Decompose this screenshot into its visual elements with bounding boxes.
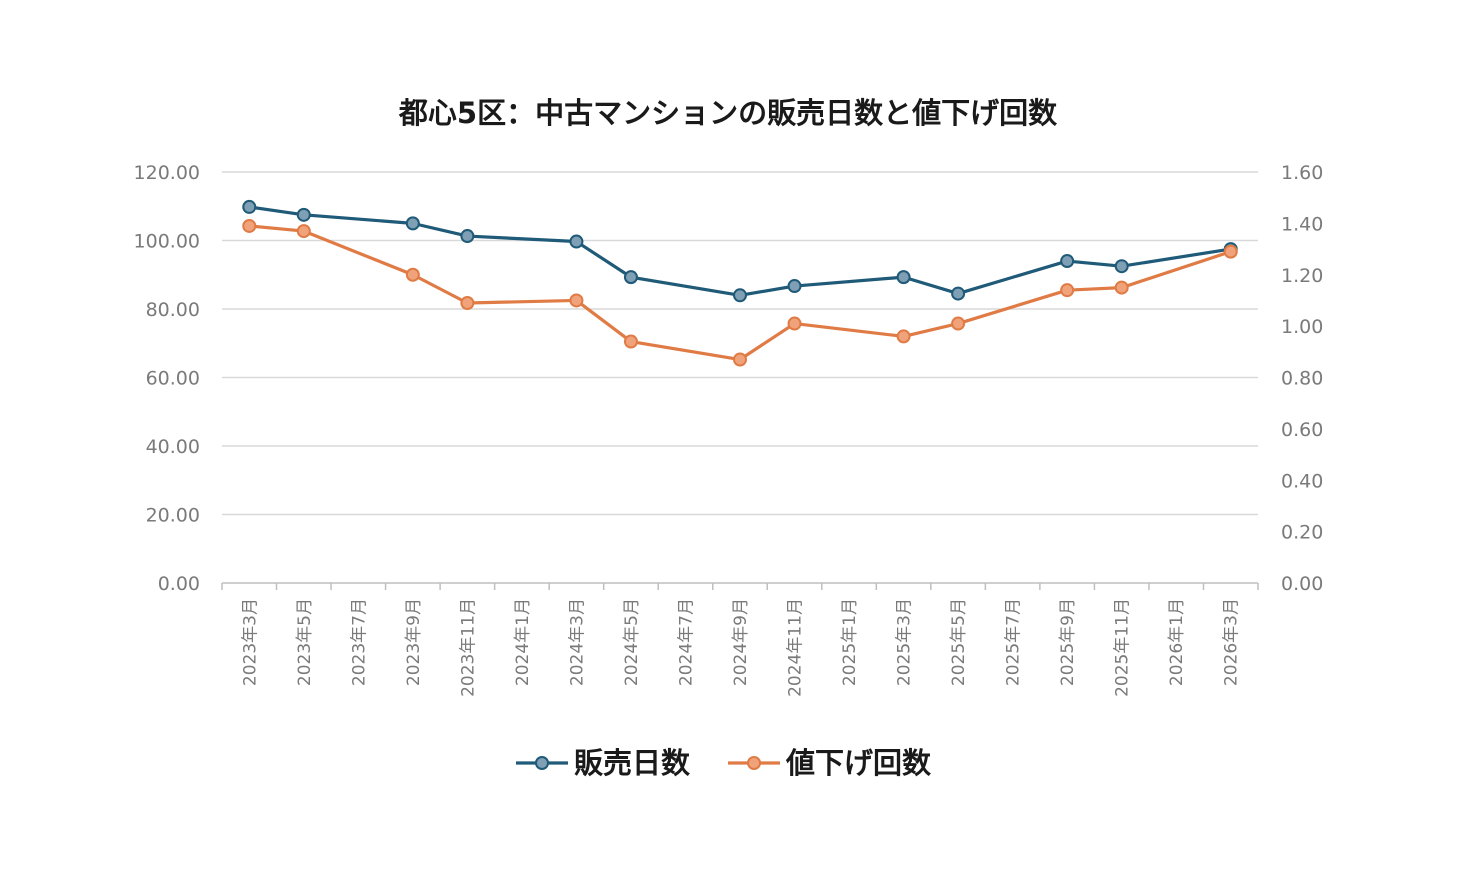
series-point-1 xyxy=(1114,280,1129,295)
y-left-tick-label: 60.00 xyxy=(146,368,200,390)
y-right-tick-label: 1.40 xyxy=(1281,213,1323,235)
y-left-tick-label: 80.00 xyxy=(146,299,200,321)
y-right-tick-label: 0.60 xyxy=(1281,419,1323,441)
series-point-0 xyxy=(896,270,911,285)
grid-layer xyxy=(222,171,1258,516)
x-tick-label: 2023年3月 xyxy=(240,598,260,686)
series-point-1 xyxy=(951,316,966,331)
legend-item-1[interactable]: 値下げ回数 xyxy=(728,746,932,780)
series-point-0 xyxy=(405,216,420,231)
y-right-tick-label: 1.20 xyxy=(1281,265,1323,287)
y-left-tick-label: 0.00 xyxy=(158,573,200,595)
series-point-0 xyxy=(460,229,475,244)
y-left-tick-label: 120.00 xyxy=(134,162,200,184)
series-point-0 xyxy=(1060,254,1075,269)
x-tick-label: 2024年1月 xyxy=(513,598,533,686)
legend-label: 値下げ回数 xyxy=(785,746,932,780)
axis-layer: 0.00 20.00 40.00 60.00 80.00 100.00 120.00 0.00… xyxy=(134,162,1324,697)
y-left-tick-label: 100.00 xyxy=(134,231,200,253)
x-tick-label: 2025年7月 xyxy=(1004,598,1024,686)
series-point-1 xyxy=(460,296,475,311)
y-right-tick-label: 1.60 xyxy=(1281,162,1323,184)
chart-title: 都心5区：中古マンションの販売日数と値下げ回数 xyxy=(398,96,1058,130)
legend[interactable]: 販売日数 値下げ回数 xyxy=(516,746,932,780)
series-point-0 xyxy=(296,207,311,222)
y-right-tick-label: 0.20 xyxy=(1281,522,1323,544)
x-tick-label: 2024年5月 xyxy=(622,598,642,686)
series-point-1 xyxy=(733,352,747,367)
series-point-1 xyxy=(242,218,257,233)
x-tick-label: 2023年5月 xyxy=(295,598,315,686)
x-tick-label: 2025年11月 xyxy=(1113,598,1133,697)
legend-marker xyxy=(535,756,549,770)
series-point-1 xyxy=(296,224,311,239)
series-point-0 xyxy=(787,279,802,294)
x-tick-label: 2025年3月 xyxy=(895,598,915,686)
x-tick-label: 2025年9月 xyxy=(1058,598,1078,686)
series-point-0 xyxy=(951,286,966,301)
y-left-tick-label: 40.00 xyxy=(146,436,200,458)
y-right-tick-label: 0.40 xyxy=(1281,470,1323,492)
y-right-tick-label: 0.00 xyxy=(1281,573,1323,595)
x-tick-label: 2024年3月 xyxy=(567,598,587,686)
y-right-tick-label: 1.00 xyxy=(1281,316,1323,338)
x-tick-label: 2024年7月 xyxy=(676,598,696,686)
series-point-0 xyxy=(623,270,638,285)
x-tick-label: 2024年11月 xyxy=(786,598,806,697)
x-tick-label: 2026年3月 xyxy=(1222,598,1242,686)
x-tick-label: 2023年9月 xyxy=(404,598,424,686)
x-tick-label: 2026年1月 xyxy=(1167,598,1187,686)
series-point-1 xyxy=(623,334,638,349)
y-left-tick-label: 20.00 xyxy=(146,505,200,527)
series-point-0 xyxy=(733,288,747,303)
series-point-1 xyxy=(569,293,584,308)
x-tick-label: 2023年11月 xyxy=(458,598,478,697)
x-tick-label: 2023年7月 xyxy=(349,598,369,686)
legend-label: 販売日数 xyxy=(574,746,691,780)
series-point-1 xyxy=(1060,283,1075,298)
x-tick-label: 2024年9月 xyxy=(731,598,751,686)
legend-item-0[interactable]: 販売日数 xyxy=(516,746,691,780)
x-tick-label: 2025年1月 xyxy=(840,598,860,686)
legend-marker xyxy=(747,756,762,770)
series-point-1 xyxy=(787,316,802,331)
series-point-1 xyxy=(405,267,420,282)
series-line-0 xyxy=(247,205,1233,297)
series-point-1 xyxy=(1223,244,1238,259)
x-tick-label: 2025年5月 xyxy=(949,598,969,686)
series-layer xyxy=(242,199,1238,367)
series-point-1 xyxy=(896,329,911,344)
series-point-0 xyxy=(569,234,584,249)
series-point-0 xyxy=(1114,259,1129,274)
y-right-tick-label: 0.80 xyxy=(1281,368,1323,390)
series-point-0 xyxy=(242,199,257,214)
